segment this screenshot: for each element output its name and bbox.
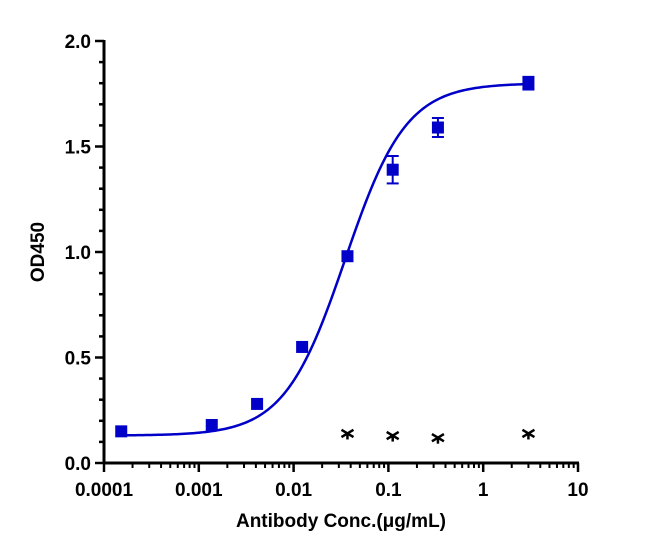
y-tick-label: 0.0 [65,454,91,475]
data-point-square [251,397,264,410]
x-tick-label: 0.01 [275,480,312,501]
x-tick-label: 1 [478,480,489,501]
data-point-asterisk [431,433,445,444]
x-tick-label: 0.001 [175,480,223,501]
data-point-square [431,121,444,134]
data-point-square [341,250,354,263]
data-point-square [205,419,218,432]
y-tick-label: 1.5 [65,138,92,159]
data-point-asterisk [521,428,536,440]
data-point-square [296,340,309,353]
data-point-square [522,77,535,90]
y-tick-label: 0.5 [65,349,92,370]
x-axis-title: Antibody Conc.(μg/mL) [236,511,446,532]
data-point-asterisk [386,430,400,442]
x-tick-label: 0.1 [375,480,402,501]
data-point-square [115,425,128,438]
x-tick-label: 10 [567,480,588,501]
x-tick-label: 0.0001 [75,480,134,501]
fit-curve [121,82,529,437]
fit-curve-path [121,82,529,437]
data-point-asterisk [340,428,355,440]
data-point-square [386,163,399,176]
y-axis-title: OD450 [28,222,49,282]
y-tick-label: 1.0 [65,243,91,264]
data-points [115,75,536,444]
axes: 0.0 0.5 1.0 1.5 2.0 0.0001 0.001 0.01 0.1 1 10 [65,32,589,501]
y-tick-label: 2.0 [65,32,91,53]
